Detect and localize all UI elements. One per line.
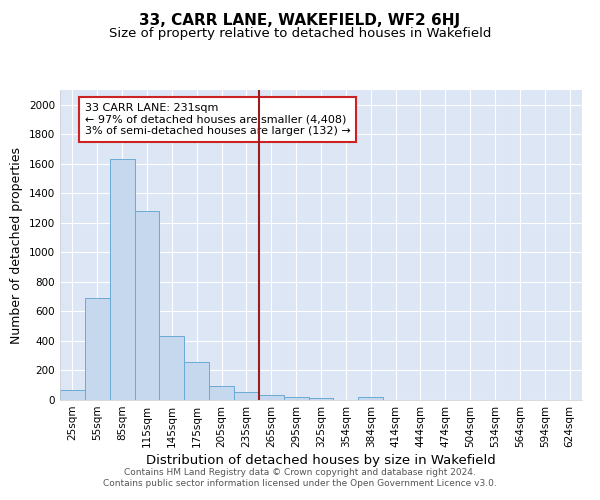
Text: 33, CARR LANE, WAKEFIELD, WF2 6HJ: 33, CARR LANE, WAKEFIELD, WF2 6HJ xyxy=(139,12,461,28)
Y-axis label: Number of detached properties: Number of detached properties xyxy=(10,146,23,344)
Bar xyxy=(209,386,234,400)
Text: Size of property relative to detached houses in Wakefield: Size of property relative to detached ho… xyxy=(109,28,491,40)
Bar xyxy=(234,392,259,400)
Bar xyxy=(284,397,308,400)
Bar xyxy=(60,390,85,400)
Bar xyxy=(308,398,334,400)
Bar xyxy=(85,298,110,400)
Bar xyxy=(259,395,284,400)
Bar xyxy=(110,160,134,400)
Text: 33 CARR LANE: 231sqm
← 97% of detached houses are smaller (4,408)
3% of semi-det: 33 CARR LANE: 231sqm ← 97% of detached h… xyxy=(85,103,350,136)
X-axis label: Distribution of detached houses by size in Wakefield: Distribution of detached houses by size … xyxy=(146,454,496,467)
Bar xyxy=(134,211,160,400)
Text: Contains HM Land Registry data © Crown copyright and database right 2024.
Contai: Contains HM Land Registry data © Crown c… xyxy=(103,468,497,487)
Bar xyxy=(160,336,184,400)
Bar xyxy=(358,398,383,400)
Bar xyxy=(184,362,209,400)
